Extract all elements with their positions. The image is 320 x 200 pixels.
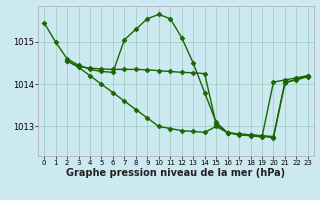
X-axis label: Graphe pression niveau de la mer (hPa): Graphe pression niveau de la mer (hPa) — [67, 168, 285, 178]
